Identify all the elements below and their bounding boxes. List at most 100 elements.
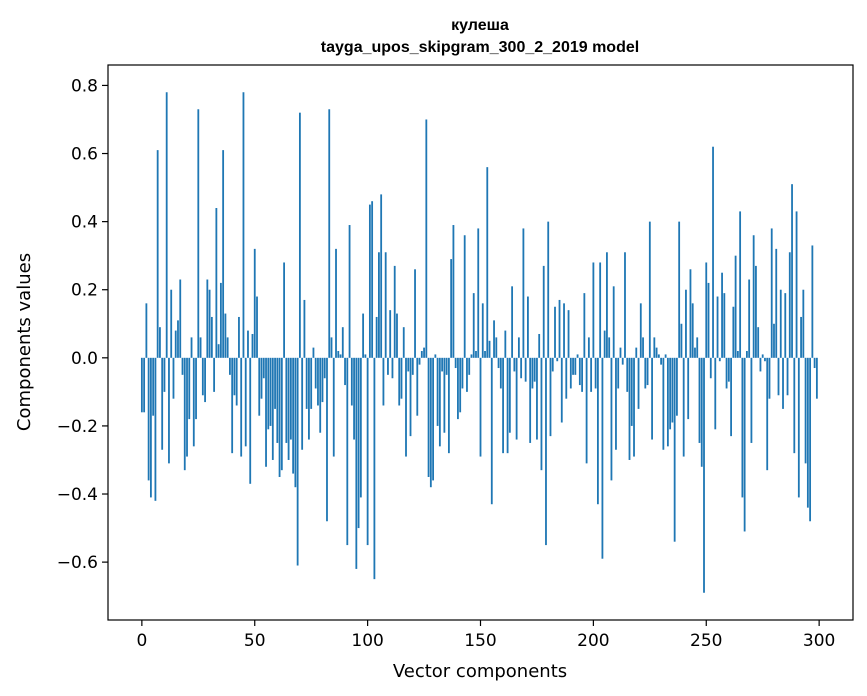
- y-axis-ticks: −0.6 −0.4 −0.2 0.0 0.2 0.4 0.6 0.8: [57, 76, 108, 573]
- bar: [265, 357, 267, 467]
- bar: [549, 357, 552, 437]
- bar: [685, 289, 687, 358]
- bar: [718, 357, 721, 362]
- bar: [687, 357, 690, 420]
- bar: [170, 289, 173, 358]
- bar: [592, 262, 595, 358]
- bar: [522, 228, 525, 358]
- bar: [745, 351, 748, 358]
- bar: [305, 357, 308, 409]
- bar: [610, 357, 613, 481]
- bar: [766, 357, 769, 471]
- bar: [312, 347, 315, 358]
- bar: [499, 357, 502, 389]
- bar: [177, 320, 179, 358]
- bar: [533, 357, 536, 382]
- bar: [576, 354, 579, 358]
- bar: [310, 357, 313, 409]
- bar: [583, 293, 586, 358]
- bar: [418, 357, 421, 365]
- bar: [156, 150, 159, 358]
- bar: [317, 357, 319, 406]
- bar: [181, 357, 184, 375]
- bar: [705, 262, 708, 358]
- bar: [204, 357, 206, 403]
- bar: [666, 357, 669, 447]
- bar: [642, 337, 644, 358]
- bar: [262, 357, 265, 379]
- bar: [152, 357, 155, 416]
- bar: [145, 303, 148, 358]
- bar: [353, 357, 355, 440]
- bar: [788, 252, 791, 358]
- bar: [648, 221, 651, 358]
- bar: [673, 357, 676, 542]
- bar: [190, 337, 193, 358]
- bar: [775, 248, 778, 358]
- bar: [457, 357, 459, 420]
- bar: [727, 357, 730, 382]
- bar: [382, 357, 385, 406]
- bar: [517, 337, 520, 358]
- bar: [653, 337, 656, 358]
- bar: [545, 357, 547, 546]
- bar: [375, 316, 378, 358]
- bar: [755, 265, 757, 358]
- bar: [420, 351, 423, 358]
- bar: [443, 357, 446, 433]
- bar: [423, 347, 425, 358]
- bar: [504, 330, 507, 358]
- bar: [657, 354, 660, 358]
- chart-title: кулеша: [451, 17, 509, 34]
- bar: [267, 357, 270, 430]
- bar: [226, 337, 229, 358]
- bar: [179, 279, 182, 358]
- bar: [635, 347, 638, 358]
- bar: [409, 357, 412, 437]
- bar: [691, 303, 694, 358]
- bar: [585, 357, 588, 464]
- bar: [621, 357, 624, 365]
- bar: [800, 316, 802, 358]
- bar: [362, 313, 365, 358]
- bar: [387, 357, 389, 375]
- bar: [795, 211, 798, 358]
- bar: [219, 282, 222, 358]
- bar: [703, 357, 705, 593]
- bar: [238, 316, 240, 358]
- bar: [296, 357, 299, 566]
- bar: [163, 357, 166, 392]
- bar: [330, 337, 333, 358]
- x-tick-label: 100: [351, 631, 383, 651]
- bar: [481, 303, 484, 358]
- bar: [346, 357, 349, 546]
- bar: [578, 357, 581, 386]
- bar: [188, 357, 191, 420]
- bar: [217, 344, 220, 358]
- bar: [759, 357, 762, 372]
- bar: [791, 184, 793, 358]
- bar: [244, 357, 247, 447]
- bar: [301, 357, 304, 450]
- bar: [224, 313, 227, 358]
- bar: [531, 357, 534, 389]
- bar: [524, 357, 527, 382]
- bar: [723, 293, 726, 358]
- y-tick-label: 0.6: [71, 145, 98, 165]
- bar: [488, 340, 491, 358]
- x-axis-ticks: 0 50 100 150 200 250 300: [136, 620, 835, 651]
- bar: [615, 357, 617, 450]
- bar: [247, 330, 249, 358]
- bar: [764, 357, 766, 362]
- bar: [292, 357, 295, 474]
- bar: [676, 357, 678, 416]
- bar: [680, 323, 683, 358]
- bar: [581, 357, 583, 392]
- bar: [253, 248, 256, 358]
- bar: [384, 252, 387, 358]
- bar: [260, 357, 263, 399]
- bar: [694, 347, 696, 358]
- bar: [815, 357, 818, 399]
- bar: [628, 357, 631, 460]
